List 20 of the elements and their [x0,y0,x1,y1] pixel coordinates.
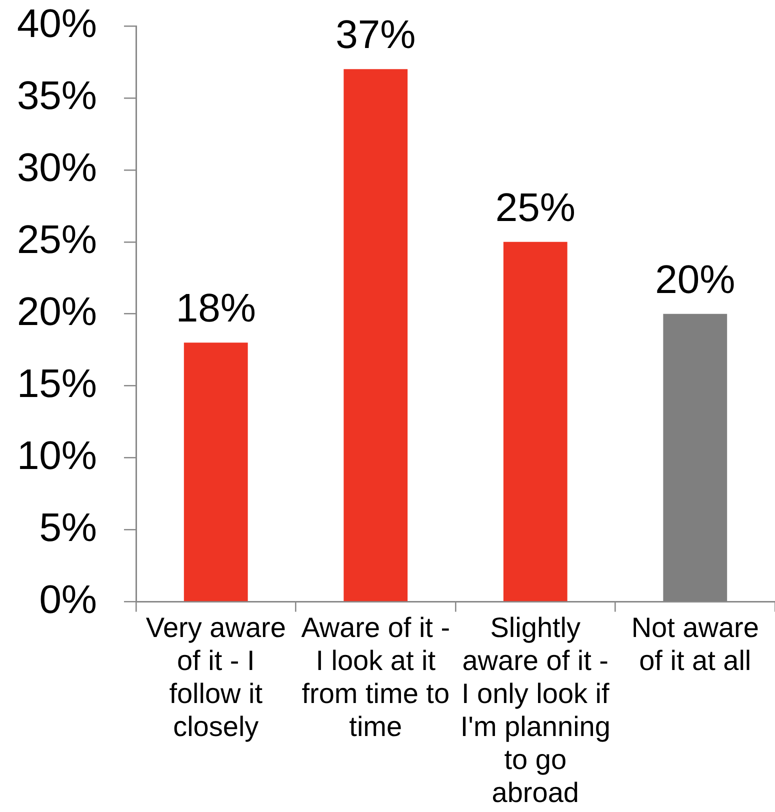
y-tick-label: 15% [16,362,97,406]
data-label: 18% [176,286,256,331]
data-label: 37% [336,13,416,58]
y-tick-label: 35% [16,74,97,118]
bar [503,242,568,602]
y-tick-label: 0% [39,578,97,622]
data-label: 20% [655,258,736,302]
y-tick-label: 5% [39,506,97,550]
y-tick-label: 20% [16,290,97,334]
x-tick-label: Very aware of it - I follow it closely [146,612,286,742]
x-tick-label: Slightly aware of it - I only look if I'm planning to go abroad [460,612,610,808]
x-tick-label: Not aware of it at all [631,612,759,676]
y-tick-label: 25% [16,218,97,262]
x-tick-label: Aware of it - I look at it from time to time [301,612,450,742]
y-tick-label: 40% [16,2,97,46]
data-label: 25% [495,186,576,230]
bar [184,342,248,602]
bar [344,69,408,602]
y-tick-label: 10% [16,434,97,478]
y-tick-label: 30% [16,146,97,190]
